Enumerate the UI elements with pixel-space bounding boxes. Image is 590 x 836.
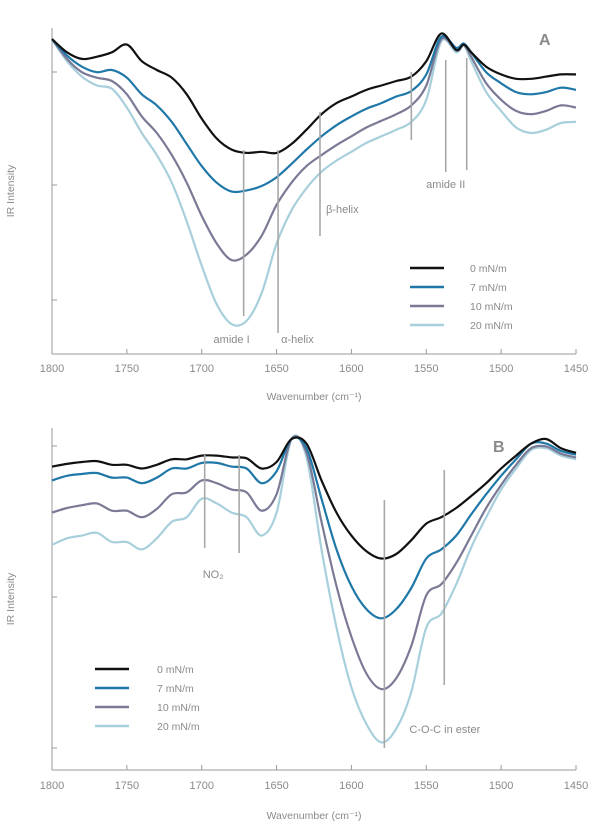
annotation-label: amide II [426,179,465,191]
x-tick-label: 1500 [489,363,513,375]
panel-letter: B [493,439,505,456]
x-tick-label: 1750 [115,780,139,792]
panel-letter: A [539,32,551,49]
annotation-label: C-O-C in ester [409,724,480,736]
x-tick-label: 1600 [339,363,363,375]
series-line-4 [51,38,577,327]
x-axis-label: Wavenumber (cm⁻¹) [267,810,362,822]
annotation-label: β-helix [326,204,359,216]
legend-entry: 0 mN/m [157,664,194,676]
series-line-2 [51,34,577,194]
x-tick-label: 1650 [264,363,288,375]
series-line-3 [51,435,577,691]
series-line-1 [51,32,577,155]
x-tick-label: 1800 [40,780,64,792]
panel-b: 1800 1750 1700 1650 1600 1550 1500 1450 Wavenumb… [5,428,588,822]
x-tick-label: 1550 [414,780,438,792]
x-tick-label: 1750 [115,363,139,375]
x-tick-label: 1650 [264,780,288,792]
y-axis-label: IR Intensity [5,164,17,217]
x-tick-label: 1550 [414,363,438,375]
panel-a: 1800 1750 1700 1650 1600 1550 1500 1450 Wavenumb… [5,28,588,403]
legend-entry: 10 mN/m [157,702,200,714]
x-axis-label: Wavenumber (cm⁻¹) [267,391,362,403]
x-tick-label: 1700 [189,780,213,792]
legend-entry: 7 mN/m [470,282,507,294]
legend-entry: 20 mN/m [470,320,513,332]
x-tick-label: 1500 [489,780,513,792]
legend: 0 mN/m 7 mN/m 10 mN/m 20 mN/m [95,664,200,733]
legend: 0 mN/m 7 mN/m 10 mN/m 20 mN/m [410,263,513,332]
series-line-2 [51,436,577,620]
series-line-1 [51,436,577,560]
legend-entry: 20 mN/m [157,721,200,733]
legend-entry: 0 mN/m [470,263,507,275]
series-line-3 [51,36,577,262]
legend-entry: 7 mN/m [157,683,194,695]
legend-entry: 10 mN/m [470,301,513,313]
annotation-label: NO₂ [203,569,224,581]
y-axis-label: IR Intensity [5,572,17,625]
annotation-label: α-helix [281,334,314,346]
x-tick-label: 1600 [339,780,363,792]
x-tick-label: 1700 [189,363,213,375]
annotation-label: amide I [214,334,250,346]
x-tick-label: 1450 [564,780,588,792]
x-tick-label: 1450 [564,363,588,375]
series-line-4 [51,434,577,744]
x-tick-label: 1800 [40,363,64,375]
